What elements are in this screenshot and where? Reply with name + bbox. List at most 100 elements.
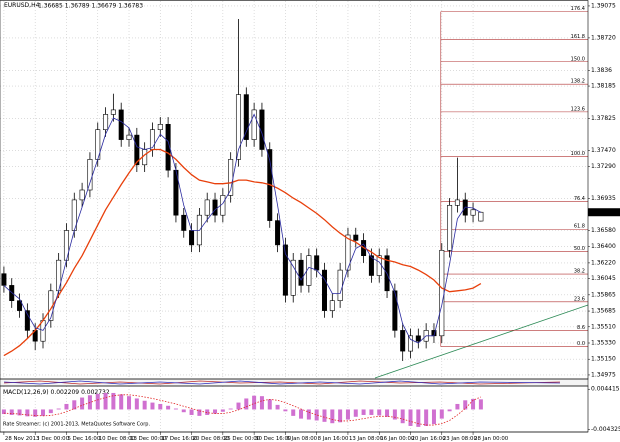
candle-body: [408, 335, 414, 352]
candle-body: [24, 310, 30, 331]
macd-bar: [33, 409, 38, 417]
macd-bar: [205, 409, 210, 415]
candle-body: [220, 195, 226, 216]
macd-bar: [197, 409, 202, 416]
candle-body: [87, 159, 93, 191]
candle-body: [181, 214, 187, 231]
macd-bar: [142, 400, 147, 410]
x-tick-label: 28 Jan 00:00: [474, 436, 509, 442]
candle-body: [126, 134, 132, 140]
candle-body: [118, 109, 124, 140]
fibo-label: 161.8: [571, 34, 585, 40]
macd-bar: [353, 409, 358, 417]
candle-body: [165, 124, 171, 171]
macd-bar: [259, 396, 264, 410]
candle-body: [17, 300, 23, 311]
candle-body: [298, 259, 304, 286]
fibo-label: 76.4: [574, 196, 585, 202]
x-tick-label: 3 Dec 00:00: [36, 436, 69, 442]
x-tick-label: 10 Dec 08:00: [99, 436, 136, 442]
macd-bar: [392, 409, 397, 420]
macd-bar: [267, 399, 272, 410]
macd-bar: [447, 409, 452, 412]
macd-bar: [1, 409, 6, 415]
chart-title: EURUSD,H4: [4, 2, 40, 9]
candle-body: [40, 320, 46, 342]
macd-bar: [431, 409, 436, 425]
plot-frame: [0, 0, 589, 380]
candle-body: [275, 220, 281, 246]
fibo-label: 100.0: [571, 151, 585, 157]
moving-average: [3, 148, 482, 357]
candle-body: [415, 335, 421, 342]
x-tick-label: 23 Jan 08:00: [443, 436, 478, 442]
candle-body: [243, 94, 249, 140]
x-tick-label: 6 Jan 08:00: [286, 436, 317, 442]
macd-bar: [306, 409, 311, 420]
candle-body: [337, 269, 343, 302]
candle-body: [212, 199, 218, 216]
macd-bar: [9, 409, 14, 415]
macd-bar: [189, 409, 194, 415]
macd-bar: [338, 409, 343, 423]
macd-bar: [322, 409, 327, 422]
y-tick-label: 1.38720: [591, 34, 616, 41]
macd-bar: [424, 409, 429, 426]
y-tick-label: 1.35510: [591, 323, 616, 330]
current-price-label: 1.36783: [591, 209, 616, 216]
macd-bar: [330, 409, 335, 424]
macd-bar: [244, 398, 249, 410]
y-tick-label: 1.37825: [591, 115, 616, 122]
macd-bar: [56, 408, 61, 410]
macd-bar: [64, 403, 69, 410]
candle-body: [447, 205, 453, 251]
fibo-label: 23.6: [574, 296, 585, 302]
y-tick-label: 1.35865: [591, 291, 616, 298]
y-tick-label: 1.3836: [591, 67, 612, 74]
macd-bar: [181, 409, 186, 413]
macd-bar: [408, 409, 413, 426]
candle-body: [235, 94, 241, 160]
y-tick-label: 1.37290: [591, 163, 616, 170]
candle-body: [79, 189, 85, 201]
macd-bar: [228, 408, 233, 410]
macd-bar: [213, 409, 218, 414]
x-tick-label: 16 Jan 00:00: [380, 436, 415, 442]
y-tick-label: 1.35150: [591, 356, 616, 363]
macd-bar: [385, 409, 390, 417]
macd-bar: [25, 409, 30, 417]
macd-bar: [166, 405, 171, 410]
macd-bar: [416, 409, 421, 427]
candle-body: [149, 129, 155, 150]
ohlc-open: 1.36685: [38, 2, 63, 9]
macd-bar: [252, 395, 257, 410]
y-tick-label: 1.36220: [591, 259, 616, 266]
macd-bar: [127, 396, 132, 410]
macd-bar: [478, 399, 483, 410]
macd-signal: [3, 394, 482, 426]
macd-bar: [377, 409, 382, 416]
macd-bar: [17, 409, 22, 416]
macd-name: MACD(12,26,9): [3, 389, 49, 396]
macd-bar: [220, 409, 225, 412]
ohlc-close: 1.36783: [118, 2, 143, 9]
candle-body: [314, 255, 320, 271]
candle-body: [478, 211, 484, 222]
y-tick-label: 1.36400: [591, 243, 616, 250]
macd-value: 0.002209: [51, 389, 80, 396]
candle-body: [204, 199, 210, 216]
macd-bar: [400, 409, 405, 424]
macd-bar: [299, 409, 304, 419]
macd-bar: [236, 402, 241, 410]
candle-body: [134, 134, 140, 166]
x-tick-label: 5 Dec 16:00: [67, 436, 100, 442]
x-tick-label: 13 Jan 08:00: [349, 436, 384, 442]
fibo-label: 8.6: [577, 325, 585, 331]
candle-body: [1, 273, 7, 286]
trend-line: [374, 304, 589, 379]
candle-body: [282, 244, 288, 296]
macd-bar: [80, 397, 85, 410]
candle-body: [290, 259, 296, 296]
y-tick-label: 1.39075: [591, 2, 616, 9]
